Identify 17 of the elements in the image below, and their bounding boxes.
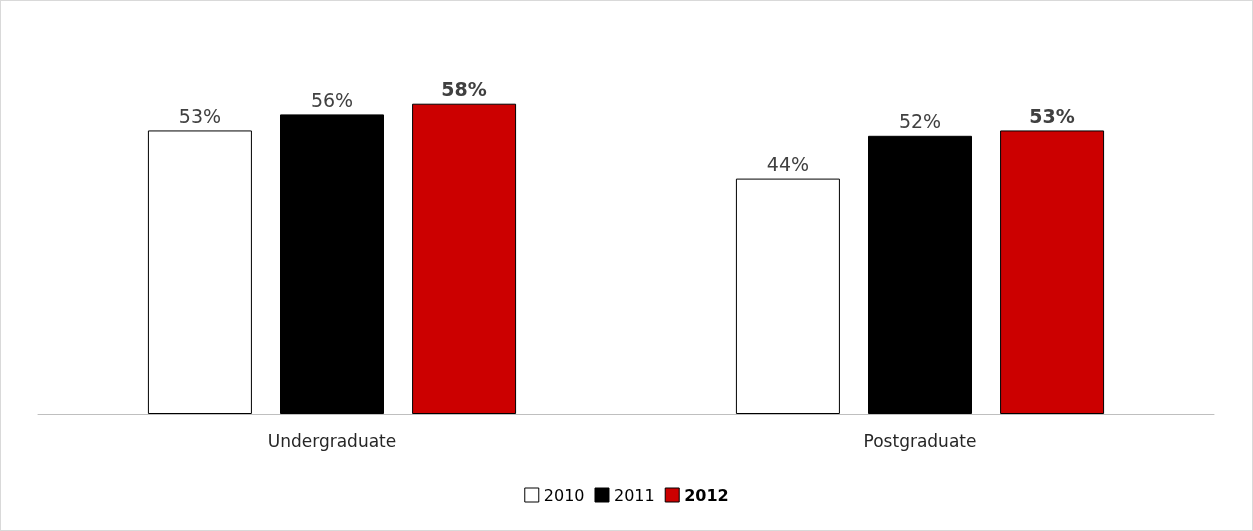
bar	[868, 135, 972, 414]
data-label: 56%	[310, 88, 354, 111]
bar	[412, 103, 517, 414]
x-tick-label: Undergraduate	[267, 430, 397, 451]
data-label: 52%	[898, 110, 942, 133]
legend-label: 2012	[684, 485, 729, 505]
bar	[1000, 130, 1105, 414]
data-label: 44%	[766, 153, 810, 176]
bar	[280, 114, 384, 414]
data-label: 53%	[1029, 104, 1075, 127]
x-tick-label: Postgraduate	[863, 430, 977, 451]
data-label: 53%	[178, 104, 222, 127]
bar	[735, 178, 840, 414]
data-label: 58%	[441, 78, 487, 101]
legend-label: 2010	[543, 485, 585, 505]
bar	[147, 130, 252, 414]
legend-label: 2011	[613, 485, 655, 505]
